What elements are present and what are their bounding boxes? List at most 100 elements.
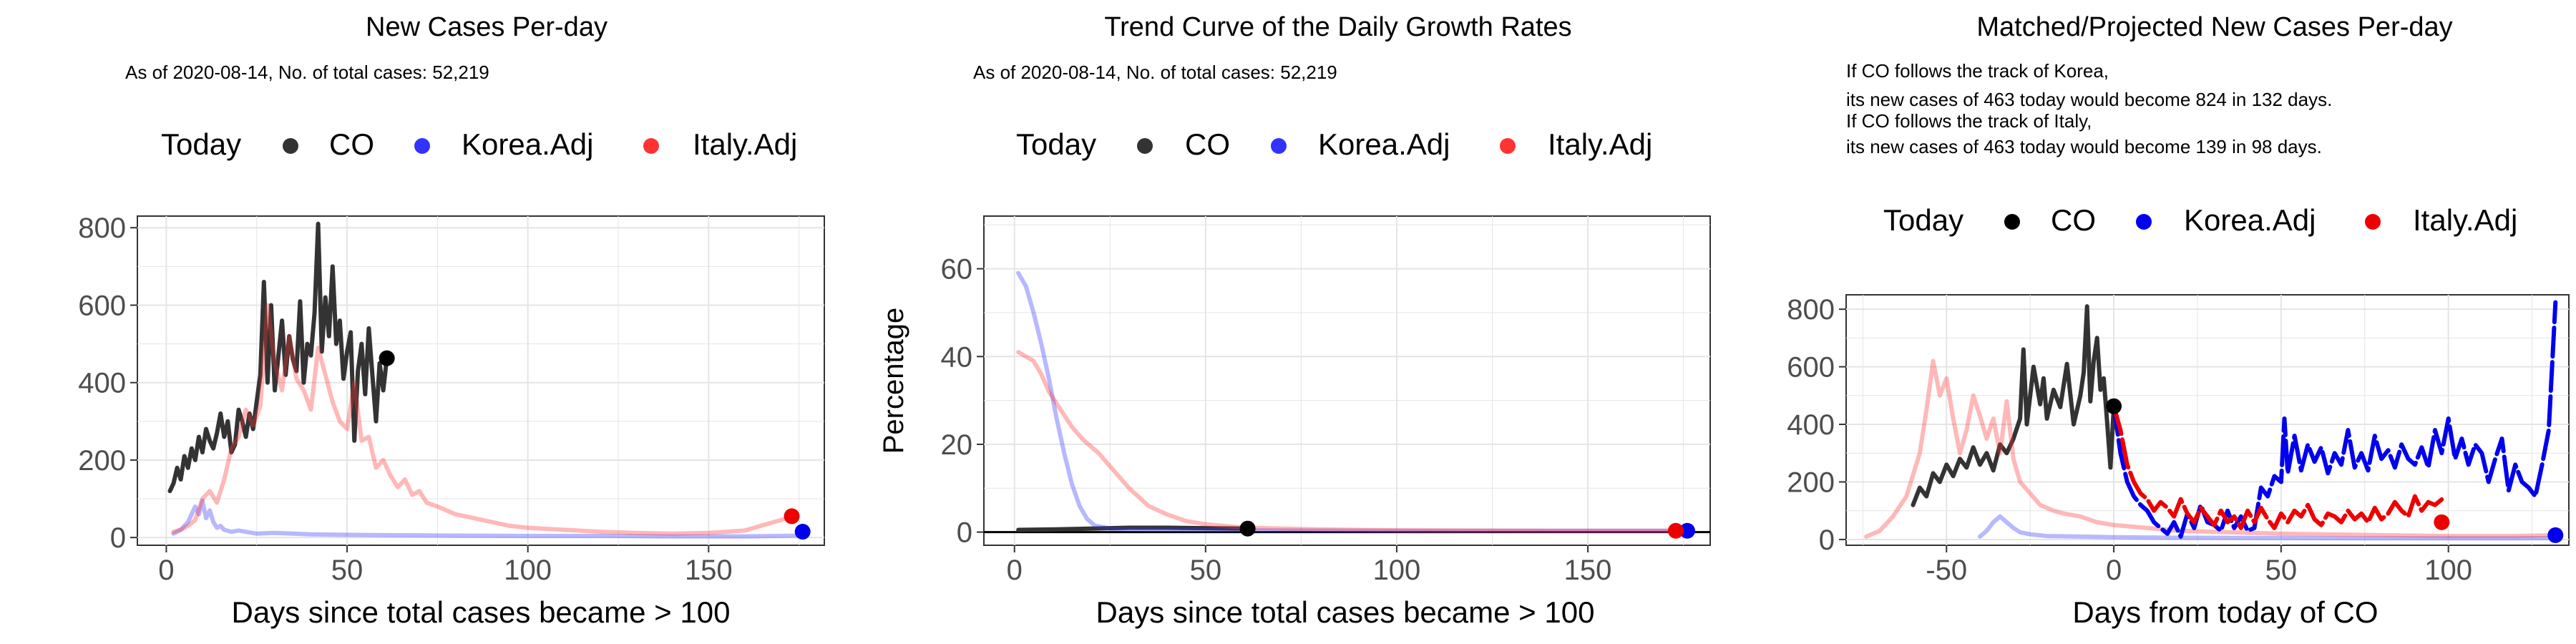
annotation-line: If CO follows the track of Italy, [1846, 110, 2092, 132]
axis-ticks: -50 0 50 100 0 200 400 600 800 [1787, 294, 2472, 586]
y-tick-label: 600 [1787, 352, 1835, 384]
axis-ticks: 0 50 100 150 0 200 400 600 800 [78, 213, 732, 586]
legend-marker-italy [1500, 138, 1516, 154]
legend-marker-korea [414, 138, 430, 154]
x-tick-label: 100 [504, 555, 552, 586]
gridlines [1846, 295, 2569, 545]
x-axis-label: Days since total cases became > 100 [1096, 595, 1595, 629]
series-line-co [167, 221, 389, 494]
y-tick-label: 400 [1787, 409, 1835, 441]
y-tick-label: 400 [78, 368, 126, 399]
legend-label-co: CO [1185, 127, 1230, 161]
today-point-co [2106, 398, 2122, 414]
panel-new-cases: New Cases Per-day As of 2020-08-14, No. … [78, 12, 825, 629]
x-tick-label: 50 [2265, 555, 2298, 586]
series-line-korea-adj [171, 498, 805, 539]
x-tick-label: -50 [1926, 555, 1967, 586]
series-lines [1864, 300, 2558, 541]
series-line-italy-adj-projected [2112, 404, 2444, 530]
y-tick-label: 800 [1787, 294, 1835, 326]
legend-label-korea: Korea.Adj [462, 127, 593, 161]
projection-annotation: If CO follows the track of Korea, its ne… [1846, 60, 2332, 157]
chart-title: New Cases Per-day [366, 12, 608, 42]
legend-label-italy: Italy.Adj [2413, 203, 2517, 237]
plot-panel [137, 215, 825, 546]
y-tick-label: 40 [941, 341, 973, 373]
x-tick-label: 50 [331, 555, 364, 586]
legend: Today CO Korea.Adj Italy.Adj [161, 127, 797, 161]
gridlines [984, 216, 1710, 545]
x-axis-label: Days from today of CO [2072, 595, 2378, 629]
today-point-italy-adj [1667, 522, 1684, 539]
legend-title: Today [161, 127, 241, 161]
series-lines [984, 270, 1710, 534]
annotation-line: its new cases of 463 today would become … [1846, 136, 2322, 157]
series-line-korea-adj [1978, 514, 2558, 541]
x-tick-label: 100 [2424, 555, 2472, 586]
legend-marker-co [2004, 214, 2020, 230]
series-line-co [1911, 304, 2117, 507]
legend-label-co: CO [2051, 203, 2096, 237]
x-tick-label: 150 [685, 555, 733, 586]
y-tick-label: 0 [110, 522, 126, 554]
axis-ticks: 0 50 100 150 0 20 40 60 [941, 254, 1612, 586]
x-tick-label: 0 [1007, 555, 1023, 586]
legend-title: Today [1016, 127, 1096, 161]
annotation-line: its new cases of 463 today would become … [1846, 89, 2332, 110]
y-tick-label: 60 [941, 254, 973, 286]
annotation-line: If CO follows the track of Korea, [1846, 60, 2109, 82]
legend-label-korea: Korea.Adj [2184, 203, 2316, 237]
legend-marker-italy [643, 138, 659, 154]
legend-marker-co [1137, 138, 1153, 154]
today-points [379, 350, 811, 540]
legend-title: Today [1883, 203, 1963, 237]
x-tick-label: 0 [2106, 555, 2122, 586]
y-tick-label: 0 [957, 517, 972, 549]
today-point-korea-adj [794, 524, 811, 540]
legend: Today CO Korea.Adj Italy.Adj [1016, 127, 1652, 161]
y-tick-label: 200 [1787, 467, 1835, 498]
y-tick-label: 600 [78, 290, 126, 321]
legend-marker-co [283, 138, 298, 154]
series-line-korea-adj [1016, 270, 1689, 533]
x-tick-label: 0 [158, 555, 174, 586]
plot-panel [983, 215, 1711, 546]
chart-title: Trend Curve of the Daily Growth Rates [1104, 12, 1571, 42]
panel-growth-rates: Trend Curve of the Daily Growth Rates As… [878, 12, 1711, 629]
legend-label-korea: Korea.Adj [1318, 127, 1450, 161]
legend-marker-italy [2365, 214, 2381, 230]
legend-marker-korea [1271, 138, 1287, 154]
x-tick-label: 50 [1190, 555, 1222, 586]
today-point-italy-adj [784, 508, 800, 525]
legend: Today CO Korea.Adj Italy.Adj [1883, 203, 2517, 237]
chart-subtitle: As of 2020-08-14, No. of total cases: 52… [973, 62, 1337, 83]
today-points [2106, 398, 2564, 543]
series-lines [167, 221, 805, 539]
series-line-co [1016, 525, 1250, 532]
today-point-co [1239, 520, 1256, 537]
legend-label-italy: Italy.Adj [693, 127, 797, 161]
y-tick-label: 0 [1819, 525, 1835, 556]
y-axis-label: Percentage [878, 308, 909, 454]
x-tick-label: 150 [1564, 555, 1612, 586]
y-tick-label: 200 [78, 445, 126, 477]
chart-title: Matched/Projected New Cases Per-day [1976, 12, 2452, 42]
panel-projected: Matched/Projected New Cases Per-day If C… [1787, 12, 2570, 629]
today-point-korea-adj [2547, 527, 2564, 543]
series-line-italy-adj [171, 303, 794, 536]
today-point-korea-adj [1679, 522, 1695, 539]
today-point-co [379, 350, 395, 366]
series-line-italy-adj [1016, 350, 1678, 533]
chart-subtitle: As of 2020-08-14, No. of total cases: 52… [125, 62, 489, 83]
x-axis-label: Days since total cases became > 100 [232, 595, 731, 629]
today-points [1239, 520, 1695, 539]
x-tick-label: 100 [1373, 555, 1421, 586]
legend-label-italy: Italy.Adj [1548, 127, 1652, 161]
legend-label-co: CO [329, 127, 374, 161]
series-line-italy-adj [1864, 358, 2558, 539]
y-tick-label: 20 [941, 429, 973, 461]
y-tick-label: 800 [78, 213, 126, 244]
today-point-italy-adj [2434, 514, 2450, 530]
legend-marker-korea [2136, 214, 2152, 230]
